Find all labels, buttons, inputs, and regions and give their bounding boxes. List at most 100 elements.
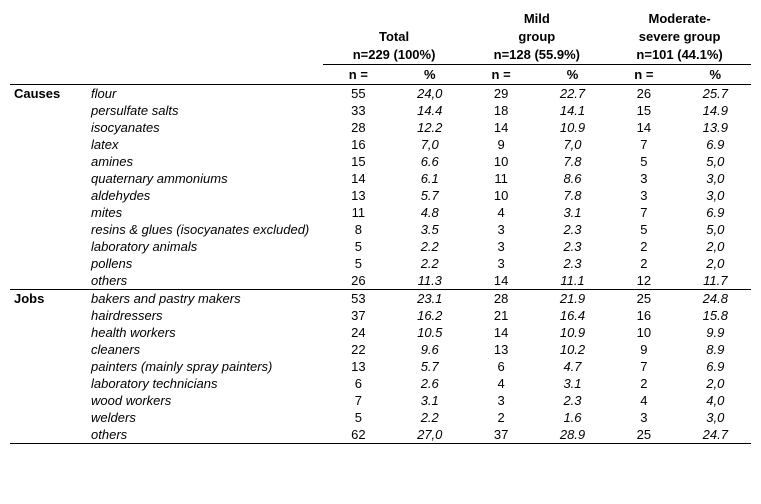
col-n-mild: n = [465, 65, 536, 85]
n-cell: 16 [608, 307, 679, 324]
n-cell: 16 [323, 136, 394, 153]
n-cell: 26 [608, 85, 679, 103]
pct-cell: 2.3 [537, 392, 608, 409]
table-row: persulfate salts3314.41814.11514.9 [10, 102, 751, 119]
category-cell [10, 341, 87, 358]
category-cell [10, 119, 87, 136]
category-cell [10, 307, 87, 324]
item-cell: wood workers [87, 392, 323, 409]
pct-cell: 2.3 [537, 221, 608, 238]
n-cell: 14 [465, 324, 536, 341]
category-cell [10, 375, 87, 392]
n-cell: 10 [608, 324, 679, 341]
n-cell: 29 [465, 85, 536, 103]
col-n-total: n = [323, 65, 394, 85]
pct-cell: 14.1 [537, 102, 608, 119]
category-cell [10, 170, 87, 187]
mod-sub: n=101 (44.1%) [608, 46, 751, 65]
table-row: others6227,03728.92524.7 [10, 426, 751, 444]
pct-cell: 16.2 [394, 307, 465, 324]
n-cell: 14 [465, 119, 536, 136]
n-cell: 9 [465, 136, 536, 153]
n-cell: 2 [608, 375, 679, 392]
item-cell: amines [87, 153, 323, 170]
item-cell: laboratory technicians [87, 375, 323, 392]
pct-cell: 4,0 [680, 392, 751, 409]
pct-cell: 10.9 [537, 324, 608, 341]
data-table: Mild Moderate- Total group severe group … [10, 10, 751, 444]
n-cell: 28 [323, 119, 394, 136]
category-cell [10, 358, 87, 375]
n-cell: 14 [608, 119, 679, 136]
item-cell: others [87, 272, 323, 290]
item-cell: isocyanates [87, 119, 323, 136]
pct-cell: 11.7 [680, 272, 751, 290]
pct-cell: 24,0 [394, 85, 465, 103]
pct-cell: 14.4 [394, 102, 465, 119]
pct-cell: 11.3 [394, 272, 465, 290]
category-cell [10, 204, 87, 221]
n-cell: 8 [323, 221, 394, 238]
mild-sub: n=128 (55.9%) [465, 46, 608, 65]
n-cell: 11 [323, 204, 394, 221]
pct-cell: 2.2 [394, 255, 465, 272]
pct-cell: 10.2 [537, 341, 608, 358]
item-cell: welders [87, 409, 323, 426]
table-row: isocyanates2812.21410.91413.9 [10, 119, 751, 136]
pct-cell: 21.9 [537, 290, 608, 308]
table-row: quaternary ammoniums146.1118.633,0 [10, 170, 751, 187]
item-cell: health workers [87, 324, 323, 341]
pct-cell: 24.8 [680, 290, 751, 308]
n-cell: 14 [465, 272, 536, 290]
pct-cell: 3.1 [394, 392, 465, 409]
pct-cell: 16.4 [537, 307, 608, 324]
n-cell: 25 [608, 426, 679, 444]
pct-cell: 12.2 [394, 119, 465, 136]
item-cell: quaternary ammoniums [87, 170, 323, 187]
table-row: Jobsbakers and pastry makers5323.12821.9… [10, 290, 751, 308]
pct-cell: 4.8 [394, 204, 465, 221]
pct-cell: 14.9 [680, 102, 751, 119]
col-p-mild: % [537, 65, 608, 85]
table-row: aldehydes135.7107.833,0 [10, 187, 751, 204]
pct-cell: 6.1 [394, 170, 465, 187]
pct-cell: 3.5 [394, 221, 465, 238]
n-cell: 26 [323, 272, 394, 290]
n-cell: 13 [465, 341, 536, 358]
n-cell: 9 [608, 341, 679, 358]
n-cell: 13 [323, 358, 394, 375]
pct-cell: 23.1 [394, 290, 465, 308]
n-cell: 7 [608, 204, 679, 221]
item-cell: flour [87, 85, 323, 103]
n-cell: 5 [323, 238, 394, 255]
table-row: health workers2410.51410.9109.9 [10, 324, 751, 341]
n-cell: 7 [608, 358, 679, 375]
item-cell: hairdressers [87, 307, 323, 324]
n-cell: 15 [608, 102, 679, 119]
pct-cell: 2,0 [680, 238, 751, 255]
n-cell: 11 [465, 170, 536, 187]
n-cell: 3 [608, 187, 679, 204]
pct-cell: 8.9 [680, 341, 751, 358]
n-cell: 10 [465, 153, 536, 170]
pct-cell: 2,0 [680, 255, 751, 272]
n-cell: 21 [465, 307, 536, 324]
pct-cell: 10.5 [394, 324, 465, 341]
n-cell: 53 [323, 290, 394, 308]
pct-cell: 27,0 [394, 426, 465, 444]
pct-cell: 2.3 [537, 255, 608, 272]
pct-cell: 9.6 [394, 341, 465, 358]
pct-cell: 7.8 [537, 187, 608, 204]
n-cell: 2 [608, 255, 679, 272]
pct-cell: 13.9 [680, 119, 751, 136]
n-cell: 62 [323, 426, 394, 444]
category-cell [10, 426, 87, 444]
category-cell [10, 238, 87, 255]
n-cell: 3 [465, 238, 536, 255]
n-cell: 5 [608, 153, 679, 170]
pct-cell: 3,0 [680, 409, 751, 426]
table-row: welders52.221.633,0 [10, 409, 751, 426]
n-cell: 3 [608, 409, 679, 426]
category-cell [10, 324, 87, 341]
pct-cell: 2.6 [394, 375, 465, 392]
